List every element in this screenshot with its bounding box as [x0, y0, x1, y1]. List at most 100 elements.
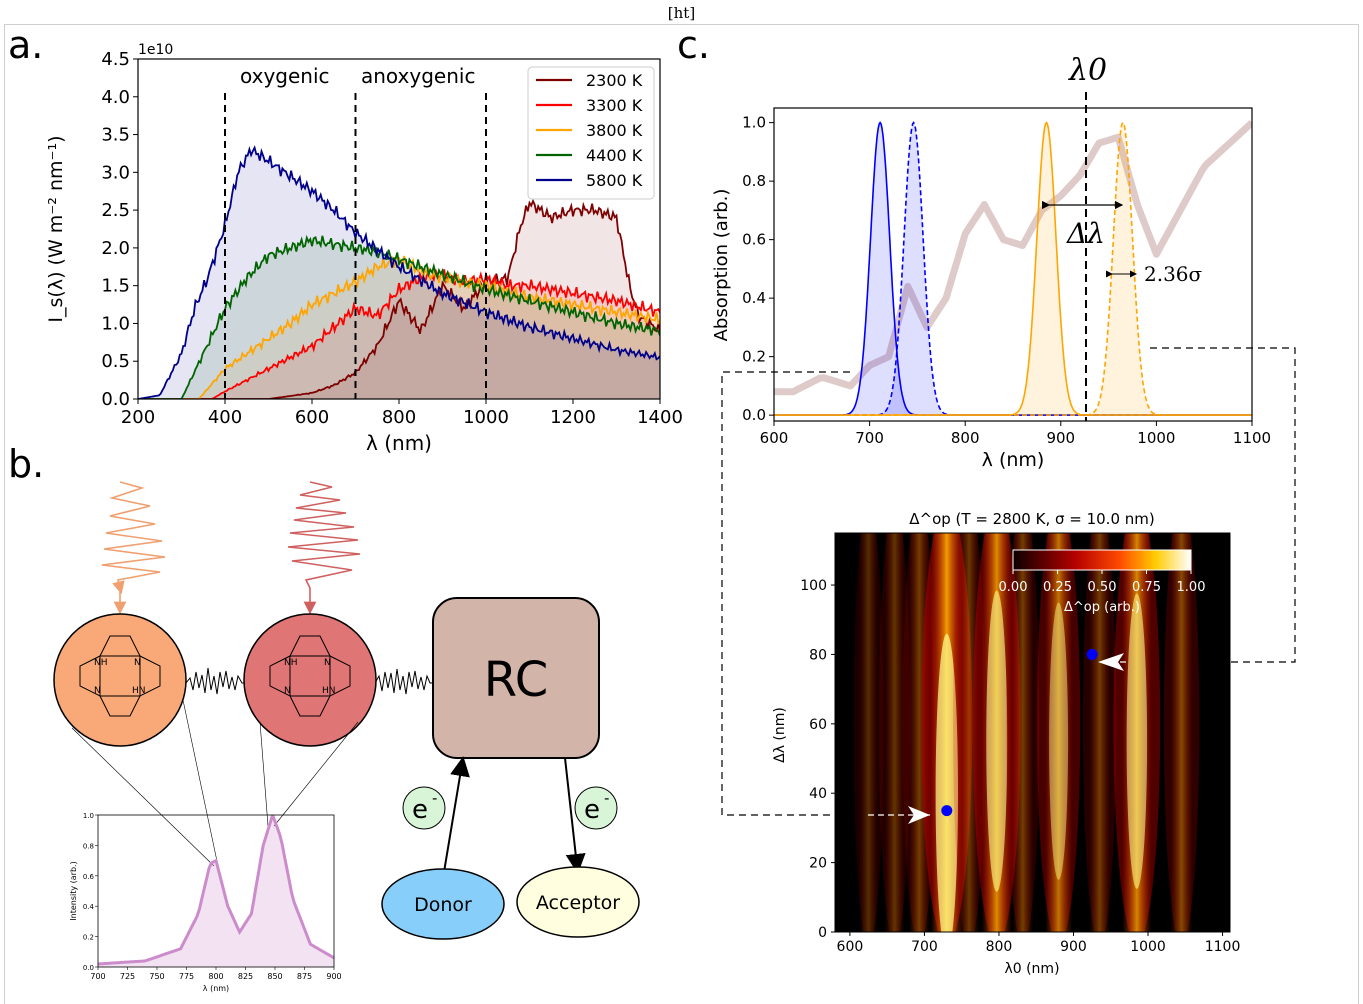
- chart-c-heatmap: Δ^op (T = 2800 K, σ = 10.0 nm) 600 700 800…: [772, 510, 1241, 977]
- coupling-spring-2: [374, 668, 433, 695]
- y-tick-label: 2.0: [101, 238, 130, 259]
- y-tick-label: 60: [809, 717, 827, 733]
- x-tick-label: 1000: [1137, 429, 1175, 447]
- electron-2: e -: [574, 786, 618, 830]
- inset-line: [98, 815, 334, 966]
- x-tick-label: 800: [382, 407, 416, 428]
- heatmap-title: Δ^op (T = 2800 K, σ = 10.0 nm): [909, 510, 1154, 528]
- x-tick-label: 600: [837, 939, 864, 955]
- inset-x-tick-label: 825: [238, 972, 253, 981]
- x-tick-label: 600: [295, 407, 329, 428]
- inset-x-tick-label: 725: [120, 972, 135, 981]
- y-tick-label: 0.0: [101, 389, 130, 410]
- y-tick-label: 1.0: [101, 313, 130, 334]
- chart-a: 200 400 600 800 1000 1200 1400 0.0 0.5 1.0 1.5 2.0…: [45, 42, 683, 455]
- pigment-2-n-top: N: [324, 658, 331, 668]
- pigment-1-link-left: [71, 727, 215, 867]
- heatmap-band-7: [1045, 533, 1073, 932]
- x-tick-label: 200: [121, 407, 155, 428]
- x-tick-label: 900: [1060, 939, 1087, 955]
- pigment-1-nh: NH: [94, 658, 108, 668]
- acceptor-ellipse: [516, 866, 640, 938]
- y-tick-label: 3.0: [101, 162, 130, 183]
- y-tick-label: 20: [809, 856, 827, 872]
- inset-x-tick-label: 700: [90, 972, 105, 981]
- pigment-1-circle: [53, 613, 187, 747]
- pigment-2-circle: [243, 613, 377, 747]
- inset-y-tick-label: 0.0: [83, 964, 94, 972]
- delta-lambda-label: Δλ: [1066, 217, 1105, 250]
- donor-label: Donor: [414, 894, 472, 916]
- chart-c-frame: [773, 107, 1253, 422]
- peak-fill-3: [774, 122, 1252, 416]
- inset-x-tick-label: 850: [267, 972, 282, 981]
- y-tick-label: 3.5: [101, 125, 130, 146]
- inset-x-tick-label: 875: [297, 972, 312, 981]
- y-tick-label: 1.0: [742, 114, 766, 132]
- pigment-2-link-left: [259, 721, 269, 827]
- heatmap-band-core-9: [1126, 593, 1148, 889]
- legend-box: [527, 66, 655, 200]
- colorbar-tick-label: 0.25: [1043, 580, 1072, 595]
- pigment-1-link-right: [182, 699, 219, 867]
- legend-label-3: 4400 K: [586, 146, 643, 165]
- x-tick-label: 800: [986, 939, 1013, 955]
- pigment-2-nh: NH: [284, 658, 298, 668]
- inset-x-tick-label: 800: [208, 972, 223, 981]
- inset-y-tick-label: 0.8: [83, 842, 94, 850]
- pigment-2: NH N N HN: [243, 613, 377, 747]
- inset-x-tick-label: 900: [326, 972, 341, 981]
- float-tag: [ht]: [667, 4, 696, 22]
- y-tick-label: 0.8: [742, 172, 766, 190]
- series-fill-2: [138, 256, 660, 399]
- porphyrin-structure-1: NH N N HN: [79, 635, 161, 717]
- legend-label-1: 3300 K: [586, 96, 643, 115]
- porphyrin-structure-2: NH N N HN: [269, 635, 351, 717]
- legend-label-4: 5800 K: [586, 171, 643, 190]
- series-fill-3: [138, 235, 660, 399]
- panel-label-c: c.: [677, 23, 710, 67]
- y-tick-label: 2.5: [101, 200, 130, 221]
- electron-1-circle: [402, 786, 446, 830]
- x-tick-label: 1200: [550, 407, 596, 428]
- inset-y-tick-label: 0.4: [83, 903, 95, 911]
- electron-1-label: e: [412, 795, 428, 825]
- pigment-1-n-bottom: N: [94, 686, 101, 696]
- colorbar-tick-label: 0.75: [1132, 580, 1161, 595]
- x-tick-label: 600: [760, 429, 789, 447]
- chart-inset-ylabel: Intensity (arb.): [69, 861, 78, 920]
- page-header: [ht]: [0, 0, 1363, 26]
- y-tick-label: 0.5: [101, 351, 130, 372]
- reaction-center-box: [432, 597, 600, 759]
- region-label-anoxygenic: anoxygenic: [361, 64, 475, 88]
- heatmap-band-8: [1089, 533, 1110, 932]
- electron-1-charge: -: [432, 789, 437, 807]
- chart-inset-xlabel: λ (nm): [203, 984, 229, 993]
- donor-to-rc-arrow: [443, 756, 470, 873]
- pigment-1: NH N N HN: [53, 613, 187, 747]
- y-tick-label: 4.0: [101, 87, 130, 108]
- y-tick-label: 0.0: [742, 406, 766, 424]
- photon-red-wave: [287, 481, 361, 589]
- inset-y-tick-label: 0.2: [83, 934, 94, 942]
- y-tick-label: 80: [809, 647, 827, 663]
- y-tick-label: 40: [809, 786, 827, 802]
- pigment-1-n-top: N: [134, 658, 141, 668]
- electron-2-circle: [574, 786, 618, 830]
- x-tick-label: 1100: [1233, 429, 1271, 447]
- y-tick-label: 0: [818, 925, 827, 941]
- acceptor-label: Acceptor: [536, 892, 620, 914]
- x-tick-label: 700: [911, 939, 938, 955]
- inset-x-tick-label: 775: [179, 972, 194, 981]
- x-tick-label: 400: [208, 407, 242, 428]
- pigment-2-n-bottom: N: [284, 686, 291, 696]
- x-tick-label: 800: [951, 429, 980, 447]
- x-tick-label: 1100: [1205, 939, 1241, 955]
- chart-c-xlabel: λ (nm): [982, 449, 1045, 471]
- panel-label-a: a.: [8, 23, 43, 67]
- heatmap-frame: [834, 532, 1231, 933]
- panel-label-b: b.: [8, 442, 44, 486]
- colorbar-tick-label: 1.00: [1177, 580, 1206, 595]
- y-tick-label: 0.2: [742, 348, 766, 366]
